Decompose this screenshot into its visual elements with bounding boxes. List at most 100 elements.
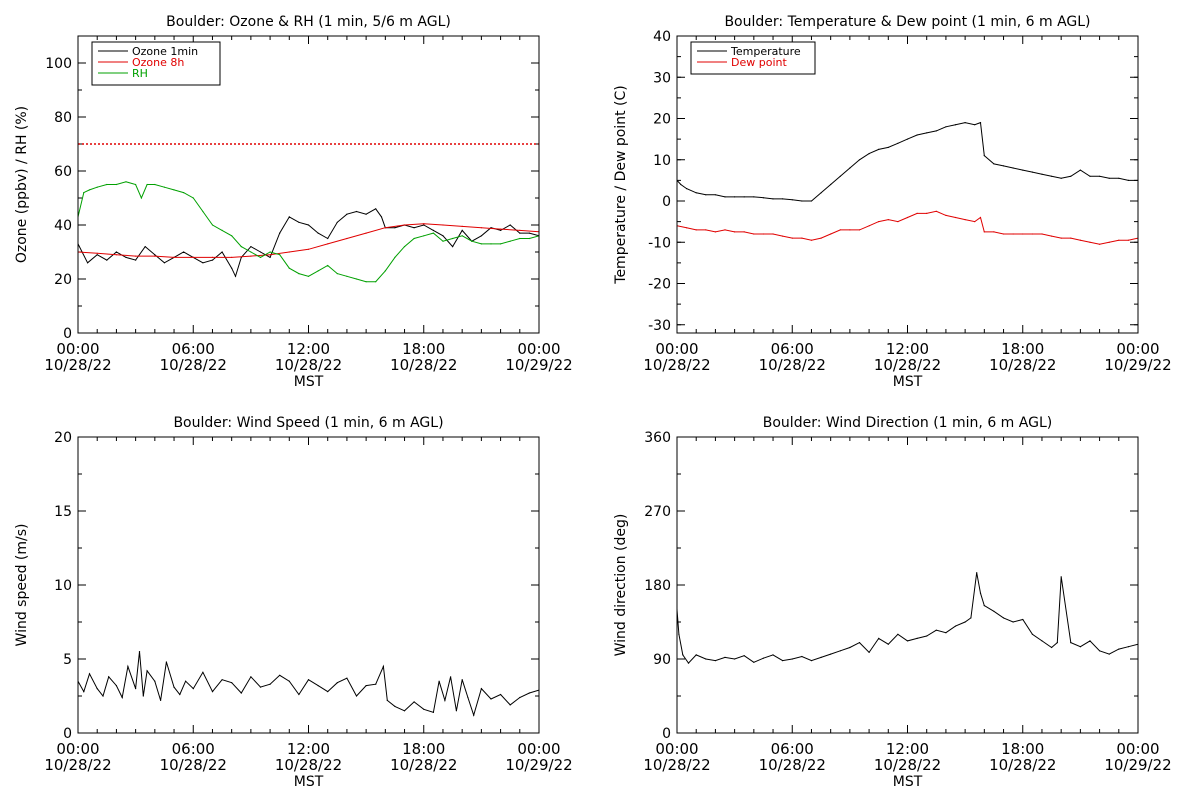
x-axis-label: MST bbox=[893, 374, 923, 390]
series-temperature-point bbox=[983, 155, 985, 157]
series-0-point bbox=[490, 698, 492, 700]
series-dew-point-point bbox=[979, 216, 982, 219]
series-0-point bbox=[976, 572, 978, 574]
series-rh-point bbox=[115, 183, 117, 186]
series-0-point bbox=[432, 711, 434, 713]
series-rh-line bbox=[78, 181, 539, 283]
series-0-point bbox=[935, 629, 937, 631]
series-temperature-point bbox=[897, 142, 899, 144]
series-dew-point-point bbox=[887, 219, 889, 221]
series-0-point bbox=[365, 685, 367, 687]
series-temperature-point bbox=[906, 138, 909, 140]
y-tick-label: 15 bbox=[54, 504, 72, 520]
y-axis-label: Temperature / Dew point (C) bbox=[613, 85, 629, 284]
series-0-point bbox=[849, 646, 851, 649]
series-temperature-point bbox=[926, 132, 928, 134]
series-ozone-1min-point bbox=[154, 254, 156, 256]
series-dew-point-point bbox=[782, 235, 784, 237]
y-axis-label: Ozone (ppbv) / RH (%) bbox=[14, 106, 30, 263]
series-dew-point-point bbox=[772, 233, 774, 235]
series-0-point bbox=[509, 704, 511, 706]
legend-box bbox=[91, 41, 221, 86]
series-rh-point bbox=[528, 237, 531, 240]
x-tick-time: 12:00 bbox=[886, 740, 929, 758]
series-0-point bbox=[288, 680, 290, 682]
series-rh-point bbox=[211, 224, 214, 226]
series-temperature-point bbox=[680, 183, 682, 186]
x-tick-date: 10/29/22 bbox=[505, 356, 572, 374]
y-tick-label: -10 bbox=[648, 235, 671, 251]
series-dew-point-point bbox=[1051, 235, 1053, 237]
series-dew-point-point bbox=[695, 229, 697, 231]
series-dew-point-point bbox=[791, 237, 793, 239]
series-ozone-1min-point bbox=[509, 224, 511, 226]
series-rh-point bbox=[403, 246, 406, 248]
series-temperature-point bbox=[1051, 175, 1053, 177]
series-ozone-1min-point bbox=[144, 246, 146, 248]
series-ozone-1min-point bbox=[480, 235, 482, 237]
series-temperature-point bbox=[791, 199, 793, 201]
x-tick-date: 10/28/22 bbox=[643, 756, 710, 774]
series-dew-point-point bbox=[1118, 239, 1120, 241]
x-tick-time: 00:00 bbox=[1116, 740, 1159, 758]
x-tick-date: 10/28/22 bbox=[275, 356, 342, 374]
y-tick-label: 0 bbox=[63, 326, 72, 342]
x-tick-date: 10/28/22 bbox=[160, 356, 227, 374]
series-0-point bbox=[970, 617, 972, 619]
series-rh-point bbox=[298, 273, 300, 275]
series-0-point bbox=[1022, 618, 1024, 621]
x-tick-time: 00:00 bbox=[1116, 340, 1159, 358]
series-dew-point-point bbox=[945, 214, 947, 216]
series-ozone-1min-point bbox=[432, 229, 434, 231]
series-0-point bbox=[221, 679, 223, 681]
series-0-point bbox=[346, 677, 348, 679]
series-temperature-point bbox=[849, 167, 851, 169]
panel-ozone-rh: Boulder: Ozone & RH (1 min, 5/6 m AGL) 0 2… bbox=[14, 14, 573, 390]
series-0-point bbox=[528, 692, 531, 694]
series-0-point bbox=[438, 680, 440, 682]
plot-frame bbox=[77, 436, 540, 734]
series-ozone-1min-point bbox=[202, 262, 204, 264]
series-ozone-8h-point bbox=[365, 232, 367, 234]
series-rh-point bbox=[490, 243, 492, 245]
series-0-point bbox=[480, 688, 482, 690]
x-tick-date: 10/29/22 bbox=[1104, 356, 1171, 374]
series-rh-point bbox=[106, 183, 108, 186]
series-ozone-1min-point bbox=[413, 227, 415, 229]
y-tick-label: 5 bbox=[63, 652, 72, 668]
series-dew-point-point bbox=[916, 212, 918, 214]
y-tick-label: 30 bbox=[653, 70, 671, 86]
x-tick-time: 12:00 bbox=[287, 740, 330, 758]
series-dew-point-point bbox=[1041, 233, 1043, 235]
y-tick-label: 60 bbox=[54, 164, 72, 180]
series-ozone-1min-point bbox=[528, 232, 531, 234]
series-0-point bbox=[231, 682, 233, 684]
x-tick-time: 06:00 bbox=[172, 740, 215, 758]
x-tick-date: 10/29/22 bbox=[1104, 756, 1171, 774]
series-ozone-8h-point bbox=[154, 255, 156, 257]
panel-temperature-dewpoint: Boulder: Temperature & Dew point (1 min,… bbox=[613, 14, 1172, 390]
series-0-point bbox=[945, 632, 947, 634]
series-dew-point-line bbox=[677, 210, 1138, 245]
y-tick-label: 100 bbox=[45, 56, 72, 72]
series-rh-point bbox=[423, 235, 425, 237]
series-0-point bbox=[355, 695, 358, 697]
series-rh-point bbox=[384, 270, 386, 272]
series-0-point bbox=[413, 701, 415, 703]
series-0-point bbox=[192, 688, 194, 690]
x-tick-time: 06:00 bbox=[771, 740, 814, 758]
series-rh-point bbox=[355, 278, 358, 280]
series-0-point bbox=[791, 658, 793, 660]
series-temperature-point bbox=[801, 200, 803, 202]
x-tick-date: 10/28/22 bbox=[643, 356, 710, 374]
x-tick-time: 18:00 bbox=[402, 340, 445, 358]
series-temperature-point bbox=[743, 196, 745, 198]
plot-frame bbox=[77, 35, 540, 334]
series-temperature-point bbox=[1099, 175, 1101, 177]
series-0-point bbox=[115, 685, 117, 687]
series-dew-point-point bbox=[705, 229, 707, 231]
series-0-point bbox=[185, 680, 187, 682]
series-ozone-8h-point bbox=[288, 251, 290, 253]
series-temperature-point bbox=[1118, 177, 1120, 179]
series-0-line bbox=[78, 651, 539, 717]
